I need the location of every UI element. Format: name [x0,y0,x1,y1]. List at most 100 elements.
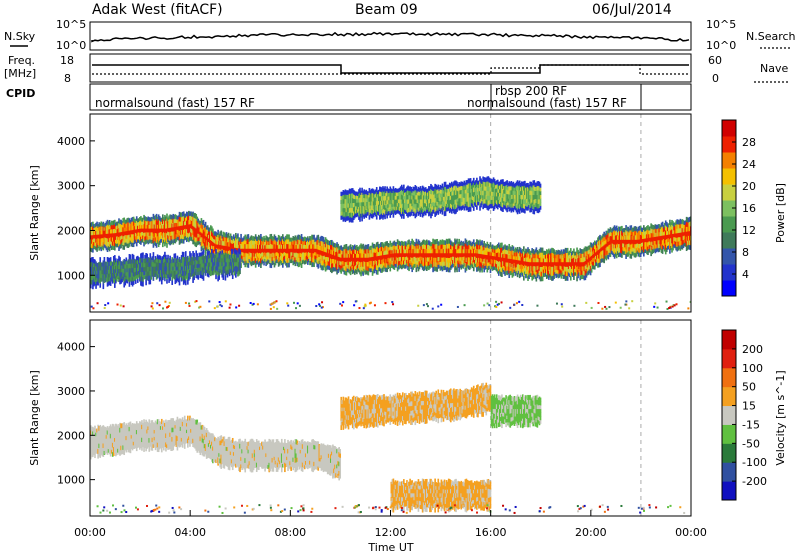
range-cell [593,240,596,246]
range-cell [201,241,204,246]
range-cell [563,257,566,263]
range-cell [229,242,232,247]
range-cell [327,244,330,250]
range-cell [403,208,405,214]
range-cell [535,257,538,263]
range-cell [464,252,467,259]
range-cell [455,261,457,266]
range-cell [367,194,370,199]
range-cell [492,266,495,271]
range-cell [470,188,473,193]
range-cell [286,248,288,254]
range-cell [655,228,658,233]
range-cell [561,265,564,270]
range-cell [467,192,470,198]
range-cell [432,186,434,192]
range-cell [610,246,613,251]
range-cell [687,235,690,241]
range-cell [438,256,441,261]
range-cell [437,256,440,261]
range-cell [471,188,474,193]
range-cell [240,258,242,264]
range-cell [573,275,575,280]
range-cell [551,266,553,272]
range-cell [636,232,639,237]
range-cell [574,271,576,276]
range-cell [259,256,261,262]
range-cell [275,251,278,256]
range-cell [172,213,175,219]
range-cell [674,244,676,249]
range-cell [144,240,146,245]
range-cell [403,245,405,250]
range-cell [520,249,523,254]
range-cell [455,199,457,205]
range-cell [488,258,491,263]
range-cell [403,189,405,195]
range-cell [304,252,307,257]
range-cell [264,248,266,253]
range-cell [423,261,426,267]
range-cell [675,228,677,234]
range-cell [465,266,468,271]
range-cell [166,218,168,224]
range-cell [420,209,423,214]
range-cell [113,219,116,225]
range-cell [408,207,410,213]
range-cell [630,244,633,250]
range-cell [443,186,446,192]
range-cell [567,265,570,270]
range-cell [292,256,295,262]
range-cell [620,252,622,258]
range-cell [190,236,192,241]
range-cell [614,235,617,240]
range-cell [388,257,391,262]
range-cell [346,215,349,221]
range-cell [427,240,429,246]
range-cell [569,261,572,267]
range-cell [479,195,481,201]
range-cell [566,261,569,267]
range-cell [517,252,520,257]
range-cell [430,203,432,209]
range-cell [383,212,385,218]
range-cell [124,231,127,236]
range-cell [179,212,182,218]
range-cell [408,248,410,254]
range-cell [470,202,473,207]
range-cell [444,257,447,262]
range-cell [475,183,477,189]
range-cell [448,262,451,268]
range-cell [469,252,472,258]
range-cell [355,198,357,203]
range-cell [254,234,257,240]
range-cell [680,223,683,229]
range-cell [557,273,560,279]
range-cell [196,216,199,222]
range-cell [592,265,595,270]
range-cell [648,230,650,235]
range-cell [492,252,495,257]
range-cell [373,252,376,257]
range-cell [414,245,417,250]
range-cell [543,265,546,270]
range-cell [143,228,145,234]
range-cell [681,232,684,237]
range-cell [355,202,357,207]
range-cell [442,196,445,201]
range-cell [680,244,683,250]
range-cell [268,259,271,264]
range-cell [429,194,431,200]
range-cell [534,249,537,254]
range-cell [476,239,478,245]
range-cell [343,216,346,221]
range-cell [175,215,178,220]
range-cell [487,258,490,263]
range-cell [481,240,483,246]
range-cell [232,247,235,252]
nsky-trace [91,31,690,43]
range-cell [407,194,409,200]
range-cell [494,256,497,260]
range-cell [109,229,112,234]
range-cell [560,249,563,254]
